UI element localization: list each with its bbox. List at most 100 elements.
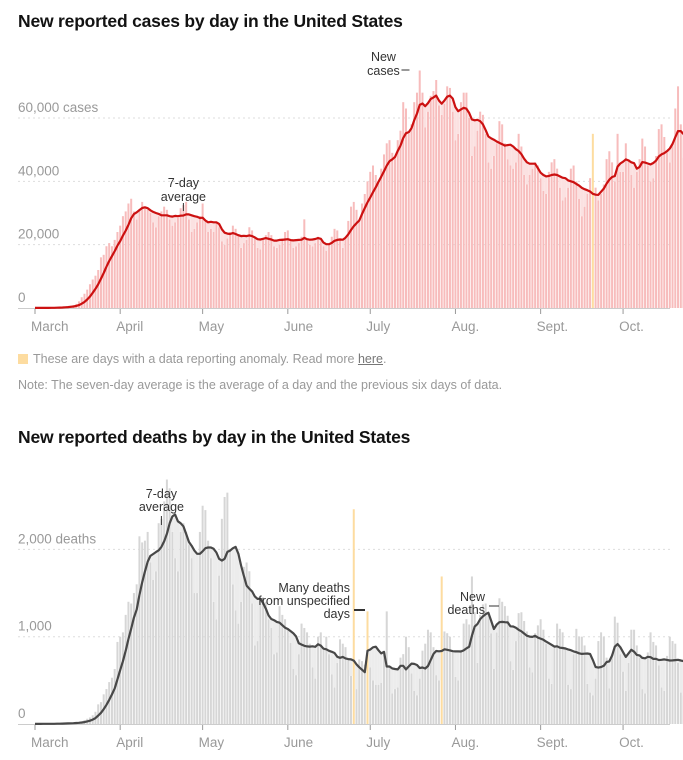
cases-bar xyxy=(558,187,561,308)
cases-bar xyxy=(457,133,460,308)
cases-bar xyxy=(410,124,413,309)
deaths-annotation-anomaly-text: from unspecified xyxy=(258,594,350,608)
deaths-bar xyxy=(558,628,561,724)
cases-area-segment xyxy=(308,239,312,245)
deaths-area-segment xyxy=(566,649,570,685)
cases-bar xyxy=(473,146,476,308)
cases-bar xyxy=(311,246,314,308)
cases-bar xyxy=(567,187,570,308)
deaths-area-segment xyxy=(269,618,273,628)
cases-bar xyxy=(108,243,111,308)
deaths-area-segment xyxy=(410,663,413,674)
cases-bar xyxy=(402,102,405,309)
cases-bar xyxy=(622,171,625,308)
deaths-bar xyxy=(259,600,262,724)
cases-bar xyxy=(325,250,328,308)
deaths-bar xyxy=(226,492,229,724)
deaths-bar xyxy=(388,667,391,724)
deaths-bar xyxy=(193,593,196,724)
cases-bar xyxy=(399,130,402,308)
cases-gridlines xyxy=(18,117,670,309)
cases-bar xyxy=(679,124,682,309)
cases-area-segment xyxy=(173,215,177,223)
deaths-area-segment xyxy=(544,641,548,644)
deaths-anomaly-bar xyxy=(352,509,355,724)
cases-bar xyxy=(223,244,226,308)
deaths-x-tick-label: Sept. xyxy=(537,735,569,750)
deaths-area-segment xyxy=(382,651,386,655)
deaths-area-segment xyxy=(434,651,438,676)
deaths-area-segment xyxy=(514,627,518,642)
deaths-bar xyxy=(424,643,427,724)
deaths-bar xyxy=(212,601,215,724)
deaths-bar xyxy=(121,632,124,724)
cases-bar xyxy=(514,162,517,308)
cases-bar xyxy=(454,140,457,308)
deaths-bar xyxy=(361,661,364,724)
cases-area-segment xyxy=(525,162,529,185)
cases-bar xyxy=(446,86,449,309)
deaths-bar xyxy=(459,649,462,724)
cases-bar xyxy=(501,124,504,309)
cases-bar xyxy=(226,238,229,308)
cases-area-segment xyxy=(635,168,639,172)
cases-bar xyxy=(314,243,317,308)
cases-bar xyxy=(193,228,196,308)
cases-bar xyxy=(597,200,600,308)
deaths-bar xyxy=(75,722,78,724)
deaths-area-segment xyxy=(418,668,422,679)
deaths-x-tick-label: June xyxy=(284,735,313,750)
deaths-bar xyxy=(317,636,320,724)
cases-bar xyxy=(451,111,454,308)
deaths-bar xyxy=(66,723,69,724)
cases-bar xyxy=(215,222,218,308)
read-more-link[interactable]: here xyxy=(357,352,383,366)
deaths-bar xyxy=(613,616,616,724)
deaths-bar xyxy=(663,690,666,724)
deaths-bar xyxy=(160,518,163,724)
cases-bar xyxy=(580,216,583,308)
cases-bar xyxy=(152,222,155,308)
cases-area-segment xyxy=(514,149,518,163)
cases-bar xyxy=(479,111,482,308)
cases-area-segment xyxy=(135,212,139,220)
cases-bar xyxy=(600,193,603,308)
cases-bar xyxy=(339,238,342,308)
cases-bar xyxy=(259,249,262,308)
cases-bar xyxy=(146,209,149,308)
deaths-annotation-bar-text: deaths xyxy=(447,603,485,617)
deaths-area-segment xyxy=(368,649,372,668)
deaths-bar xyxy=(641,689,644,724)
cases-bar xyxy=(407,133,410,308)
deaths-bar xyxy=(325,636,328,724)
cases-bar xyxy=(655,155,658,308)
cases-annotation-bar-text: cases xyxy=(367,64,400,78)
deaths-bar xyxy=(457,680,460,724)
deaths-bar xyxy=(534,633,537,724)
cases-bar xyxy=(638,159,641,308)
deaths-area-segment xyxy=(679,660,683,693)
deaths-area-segment xyxy=(624,656,628,691)
cases-bar xyxy=(218,227,221,308)
cases-bar xyxy=(198,216,201,308)
cases-area-segment xyxy=(544,176,548,194)
cases-bar xyxy=(138,209,141,308)
cases-bar xyxy=(432,91,435,308)
deaths-area-segment xyxy=(212,548,215,602)
cases-bar xyxy=(251,230,254,308)
deaths-bar xyxy=(127,601,130,724)
cases-area-segment xyxy=(206,222,210,232)
deaths-bar xyxy=(608,688,611,724)
deaths-bar xyxy=(380,682,383,724)
deaths-area-segment xyxy=(151,554,155,580)
deaths-bar xyxy=(314,678,317,724)
cases-area-segment xyxy=(437,100,441,106)
cases-chart-title: New reported cases by day in the United … xyxy=(18,11,403,31)
deaths-bar xyxy=(503,606,506,724)
cases-bar xyxy=(168,219,171,308)
deaths-bar xyxy=(58,723,61,724)
cases-annotation-average-text: average xyxy=(161,190,206,204)
deaths-area-segment xyxy=(171,516,174,532)
deaths-bar xyxy=(207,540,210,724)
deaths-bar xyxy=(462,623,465,724)
